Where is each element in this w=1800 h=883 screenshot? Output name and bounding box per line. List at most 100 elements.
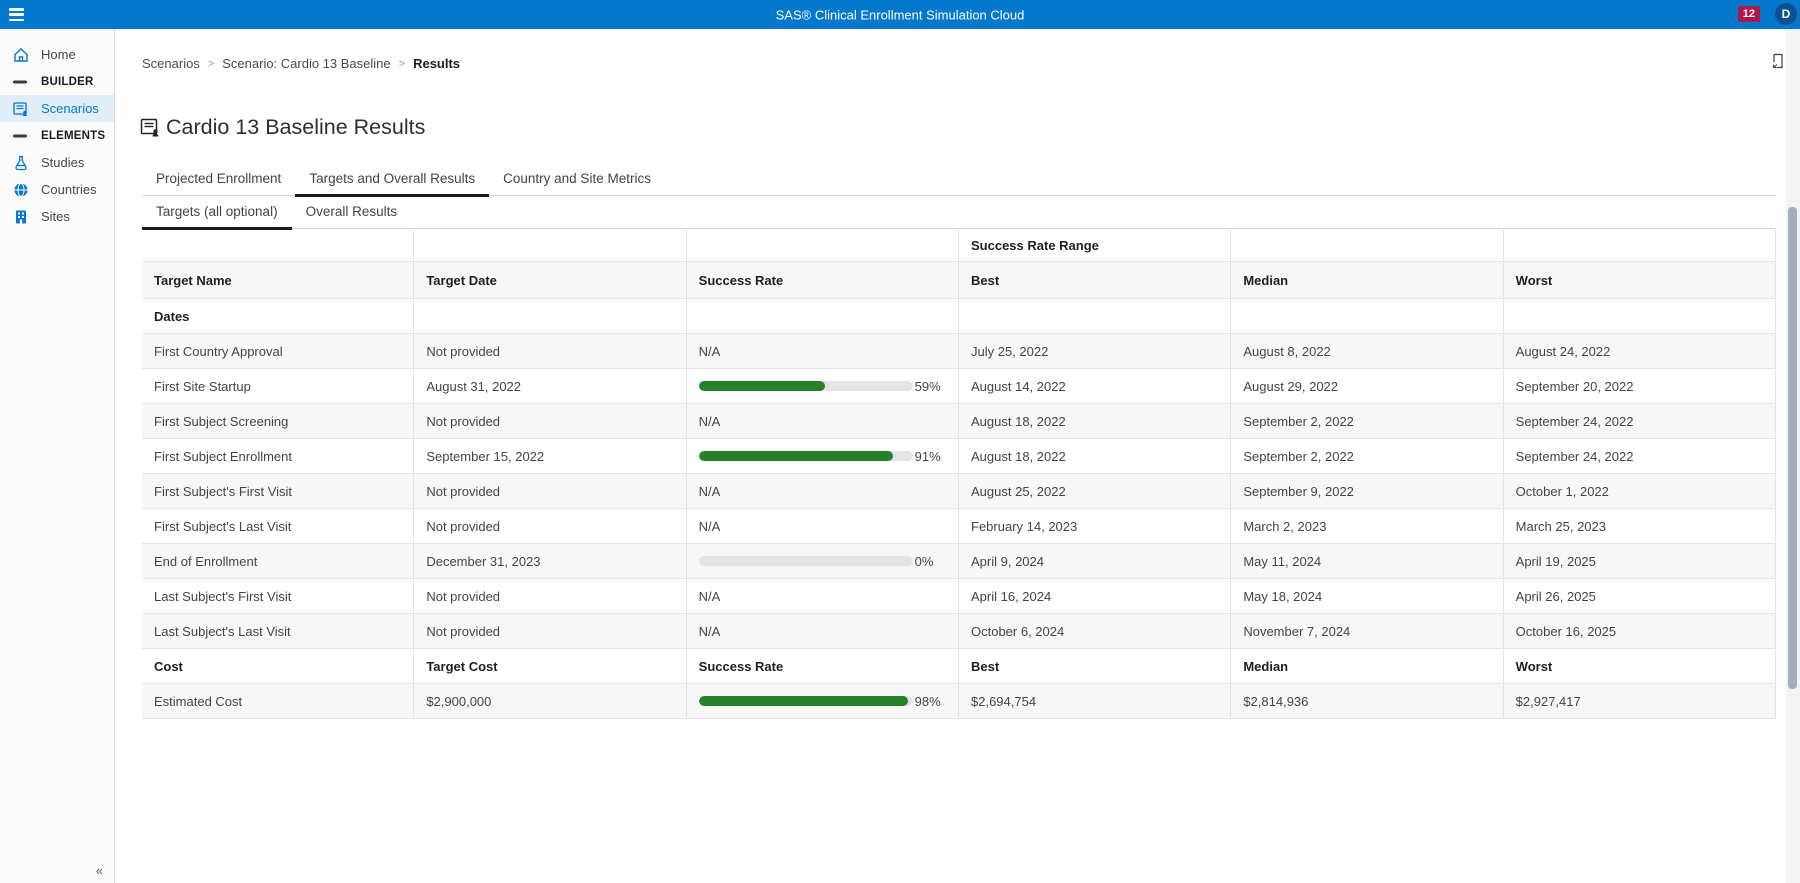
table-body: DatesFirst Country ApprovalNot providedN… xyxy=(142,299,1776,719)
table-row: First Subject EnrollmentSeptember 15, 20… xyxy=(142,439,1776,474)
main-content: Scenarios > Scenario: Cardio 13 Baseline… xyxy=(116,29,1800,883)
sidebar-item-label: Countries xyxy=(41,182,97,197)
table-cell: First Country Approval xyxy=(142,334,414,368)
sidebar-collapse-button[interactable]: « xyxy=(96,863,103,878)
table-cell: September 2, 2022 xyxy=(1231,404,1503,438)
sidebar-item-label: Studies xyxy=(41,155,84,170)
table-cell: Last Subject's Last Visit xyxy=(142,614,414,648)
table-cell: Target Cost xyxy=(414,649,686,683)
sidebar-item-countries[interactable]: Countries xyxy=(0,176,114,203)
table-cell: Cost xyxy=(142,649,414,683)
scenario-icon xyxy=(12,100,29,117)
table-cell: October 6, 2024 xyxy=(959,614,1231,648)
sidebar-nav: Home BUILDER Scenarios ELEMENTS Studies xyxy=(0,29,115,883)
table-cell xyxy=(1231,230,1503,261)
table-row: Estimated Cost$2,900,00098%$2,694,754$2,… xyxy=(142,684,1776,719)
sidebar-item-studies[interactable]: Studies xyxy=(0,149,114,176)
table-cell: August 24, 2022 xyxy=(1504,334,1776,368)
building-icon xyxy=(12,208,29,225)
vertical-scrollbar xyxy=(1786,29,1800,883)
success-rate-bar: 59% xyxy=(699,379,946,394)
table-row: End of EnrollmentDecember 31, 20230%Apri… xyxy=(142,544,1776,579)
table-cell: 0% xyxy=(687,544,959,578)
tab-country-and-site-metrics[interactable]: Country and Site Metrics xyxy=(489,171,665,195)
table-cell: April 16, 2024 xyxy=(959,579,1231,613)
table-cell: First Subject Enrollment xyxy=(142,439,414,473)
table-cell: $2,927,417 xyxy=(1504,684,1776,718)
success-rate-value: 0% xyxy=(915,554,934,569)
table-cell: August 25, 2022 xyxy=(959,474,1231,508)
table-cell: $2,694,754 xyxy=(959,684,1231,718)
page-title: Cardio 13 Baseline Results xyxy=(166,115,425,140)
dash-icon xyxy=(12,127,29,144)
scenario-results-icon xyxy=(140,117,161,138)
success-rate-value: 59% xyxy=(915,379,941,394)
table-cell: N/A xyxy=(687,614,959,648)
tab-targets-and-overall-results[interactable]: Targets and Overall Results xyxy=(295,171,489,195)
success-rate-value: 91% xyxy=(915,449,941,464)
column-header-best: Best xyxy=(959,262,1231,298)
home-icon xyxy=(12,46,29,63)
breadcrumb-scenarios[interactable]: Scenarios xyxy=(142,56,200,71)
sidebar-item-scenarios[interactable]: Scenarios xyxy=(0,95,114,122)
flask-icon xyxy=(12,154,29,171)
table-cell: End of Enrollment xyxy=(142,544,414,578)
table-cell: Dates xyxy=(142,299,414,333)
table-cell: Not provided xyxy=(414,614,686,648)
column-header-success-rate: Success Rate xyxy=(687,262,959,298)
user-avatar[interactable]: D xyxy=(1775,3,1797,25)
column-header-target-name: Target Name xyxy=(142,262,414,298)
table-row: First Subject's First VisitNot providedN… xyxy=(142,474,1776,509)
table-cell: August 18, 2022 xyxy=(959,404,1231,438)
tab-projected-enrollment[interactable]: Projected Enrollment xyxy=(142,171,295,195)
export-report-icon[interactable] xyxy=(1770,53,1786,69)
scrollbar-thumb[interactable] xyxy=(1788,207,1797,689)
success-rate-bar: 91% xyxy=(699,449,946,464)
table-cell xyxy=(1231,299,1503,333)
table-cell: September 24, 2022 xyxy=(1504,439,1776,473)
table-cell: First Subject's First Visit xyxy=(142,474,414,508)
table-cell: August 14, 2022 xyxy=(959,369,1231,403)
table-cell: Success Rate xyxy=(687,649,959,683)
table-cell: $2,814,936 xyxy=(1231,684,1503,718)
tab-overall-results[interactable]: Overall Results xyxy=(292,204,412,228)
success-rate-bar: 0% xyxy=(699,554,946,569)
sidebar-item-home[interactable]: Home xyxy=(0,41,114,68)
breadcrumb-separator: > xyxy=(399,58,405,70)
dash-icon xyxy=(12,73,29,90)
table-cell xyxy=(959,299,1231,333)
table-row: First Site StartupAugust 31, 202259%Augu… xyxy=(142,369,1776,404)
table-cell xyxy=(1504,299,1776,333)
table-cell: Not provided xyxy=(414,334,686,368)
page-title-row: Cardio 13 Baseline Results xyxy=(140,115,425,140)
table-cell: N/A xyxy=(687,509,959,543)
table-span-header: Success Rate Range xyxy=(959,230,1231,261)
table-cell: July 25, 2022 xyxy=(959,334,1231,368)
breadcrumb-scenario-cardio[interactable]: Scenario: Cardio 13 Baseline xyxy=(222,56,390,71)
main-tabstrip: Projected Enrollment Targets and Overall… xyxy=(142,171,1776,196)
table-cell: Not provided xyxy=(414,404,686,438)
table-cell: March 25, 2023 xyxy=(1504,509,1776,543)
table-cell: 91% xyxy=(687,439,959,473)
table-cell: Not provided xyxy=(414,474,686,508)
tab-targets-all-optional[interactable]: Targets (all optional) xyxy=(142,204,292,228)
notification-badge[interactable]: 12 xyxy=(1738,6,1760,22)
table-cell: April 9, 2024 xyxy=(959,544,1231,578)
column-header-worst: Worst xyxy=(1504,262,1776,298)
table-cell: N/A xyxy=(687,474,959,508)
table-cell: September 24, 2022 xyxy=(1504,404,1776,438)
sidebar-item-label: Sites xyxy=(41,209,70,224)
table-cell xyxy=(687,230,959,261)
table-cell: October 16, 2025 xyxy=(1504,614,1776,648)
table-row: First Subject ScreeningNot providedN/AAu… xyxy=(142,404,1776,439)
app-window: SAS® Clinical Enrollment Simulation Clou… xyxy=(0,0,1800,883)
table-cell: August 31, 2022 xyxy=(414,369,686,403)
table-cell xyxy=(142,230,414,261)
table-cell xyxy=(1504,230,1776,261)
sidebar-item-sites[interactable]: Sites xyxy=(0,203,114,230)
hamburger-menu-icon[interactable] xyxy=(9,8,24,21)
sidebar-item-label: Scenarios xyxy=(41,101,99,116)
table-cell: Best xyxy=(959,649,1231,683)
breadcrumb-separator: > xyxy=(208,58,214,70)
table-cell: September 9, 2022 xyxy=(1231,474,1503,508)
